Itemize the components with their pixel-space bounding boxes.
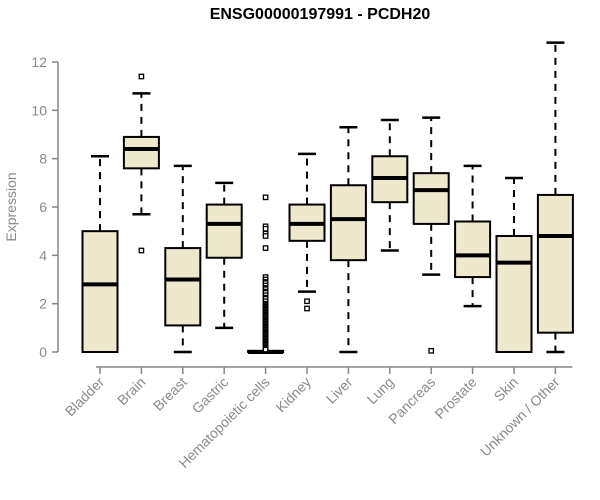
- box-group: [495, 176, 533, 353]
- outlier-point: [304, 298, 310, 305]
- box-group: [536, 41, 574, 354]
- box-group: [122, 73, 160, 254]
- outlier-point: [304, 305, 310, 312]
- outlier-point: [138, 247, 145, 254]
- x-tick-label: Prostate: [432, 374, 480, 422]
- y-tick-label: 4: [39, 247, 47, 263]
- x-tick-label: Breast: [150, 374, 190, 414]
- box-rect: [454, 220, 492, 279]
- x-tick-label: Kidney: [273, 374, 315, 416]
- x-tick-label: Brain: [114, 374, 148, 408]
- y-tick-label: 0: [39, 344, 47, 360]
- box-rect: [205, 203, 243, 259]
- x-tick-label: Unknown / Other: [477, 374, 563, 460]
- box-rect: [412, 172, 450, 225]
- outlier-point: [262, 233, 269, 239]
- box-group: [454, 164, 492, 308]
- box-group: [164, 164, 202, 354]
- outlier-point: [262, 346, 269, 353]
- box-group: [371, 118, 409, 252]
- x-tick-label: Lung: [364, 374, 397, 407]
- y-tick-label: 10: [31, 102, 47, 118]
- x-tick-label: Liver: [323, 374, 356, 407]
- box-group: [329, 126, 367, 354]
- chart-title: ENSG00000197991 - PCDH20: [210, 6, 431, 23]
- box-rect: [536, 193, 574, 334]
- outlier-point: [262, 194, 269, 201]
- box-rect: [329, 184, 367, 262]
- box-group: [412, 116, 450, 354]
- y-tick-label: 12: [31, 54, 47, 70]
- outlier-point: [262, 245, 269, 251]
- box-rect: [164, 247, 202, 327]
- box-group: [288, 152, 326, 312]
- outlier-point: [262, 225, 269, 232]
- y-tick-label: 2: [39, 296, 47, 312]
- outlier-point: [138, 73, 145, 80]
- box-rect: [122, 135, 160, 170]
- x-tick-label: Skin: [491, 374, 522, 405]
- box-rect: [81, 230, 119, 354]
- box-group: [205, 181, 243, 330]
- box-rect: [495, 235, 533, 353]
- outlier-point: [428, 347, 435, 354]
- x-tick-label: Bladder: [62, 374, 108, 420]
- y-tick-label: 6: [39, 199, 47, 215]
- y-tick-label: 8: [39, 151, 47, 167]
- box-group: [81, 155, 119, 354]
- box-group: [247, 194, 285, 354]
- y-axis-title: Expression: [3, 172, 19, 241]
